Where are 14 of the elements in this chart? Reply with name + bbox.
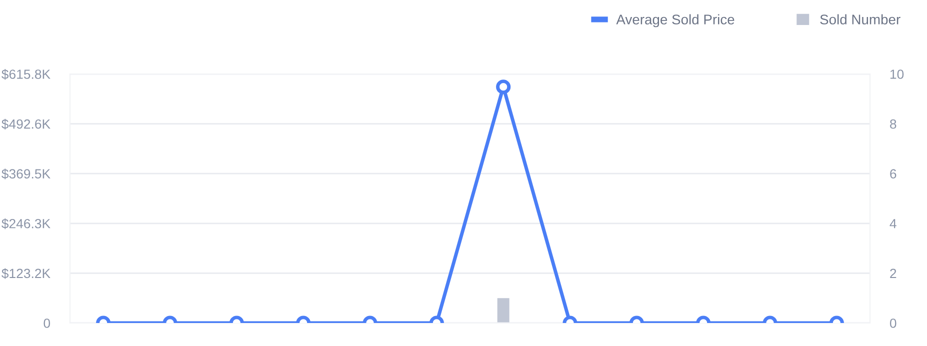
y-tick-label: $123.2K [2,268,50,279]
y-tick-label: $369.5K [2,168,50,180]
y-tick-label: $246.3K [2,218,50,230]
legend-label: Sold Number [820,14,900,24]
y2-tick-label: 4 [890,219,896,228]
legend-label: Average Sold Price [616,14,734,28]
y2-tick-label: 2 [890,268,896,278]
y2-tick-label: 8 [890,119,896,129]
y2-tick-label: 0 [890,318,896,328]
y2-tick-label: 10 [890,70,904,79]
y2-tick-label: 6 [890,169,896,179]
y-tick-label: $492.6K [2,118,50,130]
y-tick-label: 0 [44,318,50,328]
y-tick-label: $615.8K [2,69,50,80]
